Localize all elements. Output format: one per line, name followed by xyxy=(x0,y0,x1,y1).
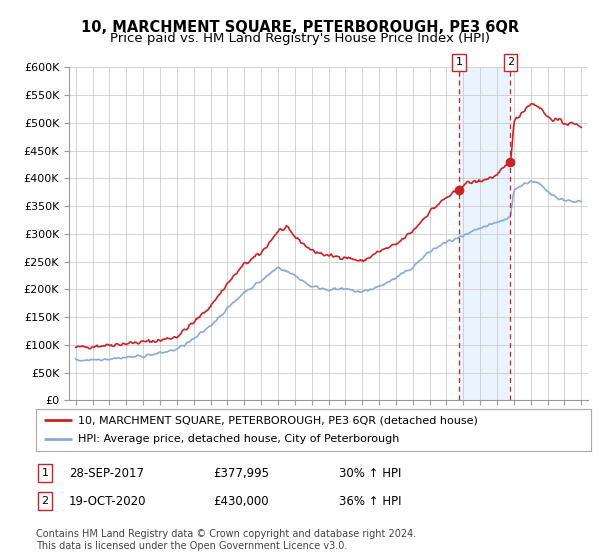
Text: 2: 2 xyxy=(507,57,514,67)
Text: £377,995: £377,995 xyxy=(213,466,269,480)
Text: 1: 1 xyxy=(41,468,49,478)
Text: 10, MARCHMENT SQUARE, PETERBOROUGH, PE3 6QR: 10, MARCHMENT SQUARE, PETERBOROUGH, PE3 … xyxy=(81,20,519,35)
Text: Contains HM Land Registry data © Crown copyright and database right 2024.
This d: Contains HM Land Registry data © Crown c… xyxy=(36,529,416,551)
Text: 2: 2 xyxy=(41,496,49,506)
Bar xyxy=(459,67,511,400)
Text: 36% ↑ HPI: 36% ↑ HPI xyxy=(339,494,401,508)
Text: HPI: Average price, detached house, City of Peterborough: HPI: Average price, detached house, City… xyxy=(77,435,399,445)
Text: Price paid vs. HM Land Registry's House Price Index (HPI): Price paid vs. HM Land Registry's House … xyxy=(110,32,490,45)
Text: 28-SEP-2017: 28-SEP-2017 xyxy=(69,466,144,480)
Text: 10, MARCHMENT SQUARE, PETERBOROUGH, PE3 6QR (detached house): 10, MARCHMENT SQUARE, PETERBOROUGH, PE3 … xyxy=(77,415,478,425)
Text: 1: 1 xyxy=(455,57,463,67)
Text: £430,000: £430,000 xyxy=(213,494,269,508)
Text: 30% ↑ HPI: 30% ↑ HPI xyxy=(339,466,401,480)
Text: 19-OCT-2020: 19-OCT-2020 xyxy=(69,494,146,508)
